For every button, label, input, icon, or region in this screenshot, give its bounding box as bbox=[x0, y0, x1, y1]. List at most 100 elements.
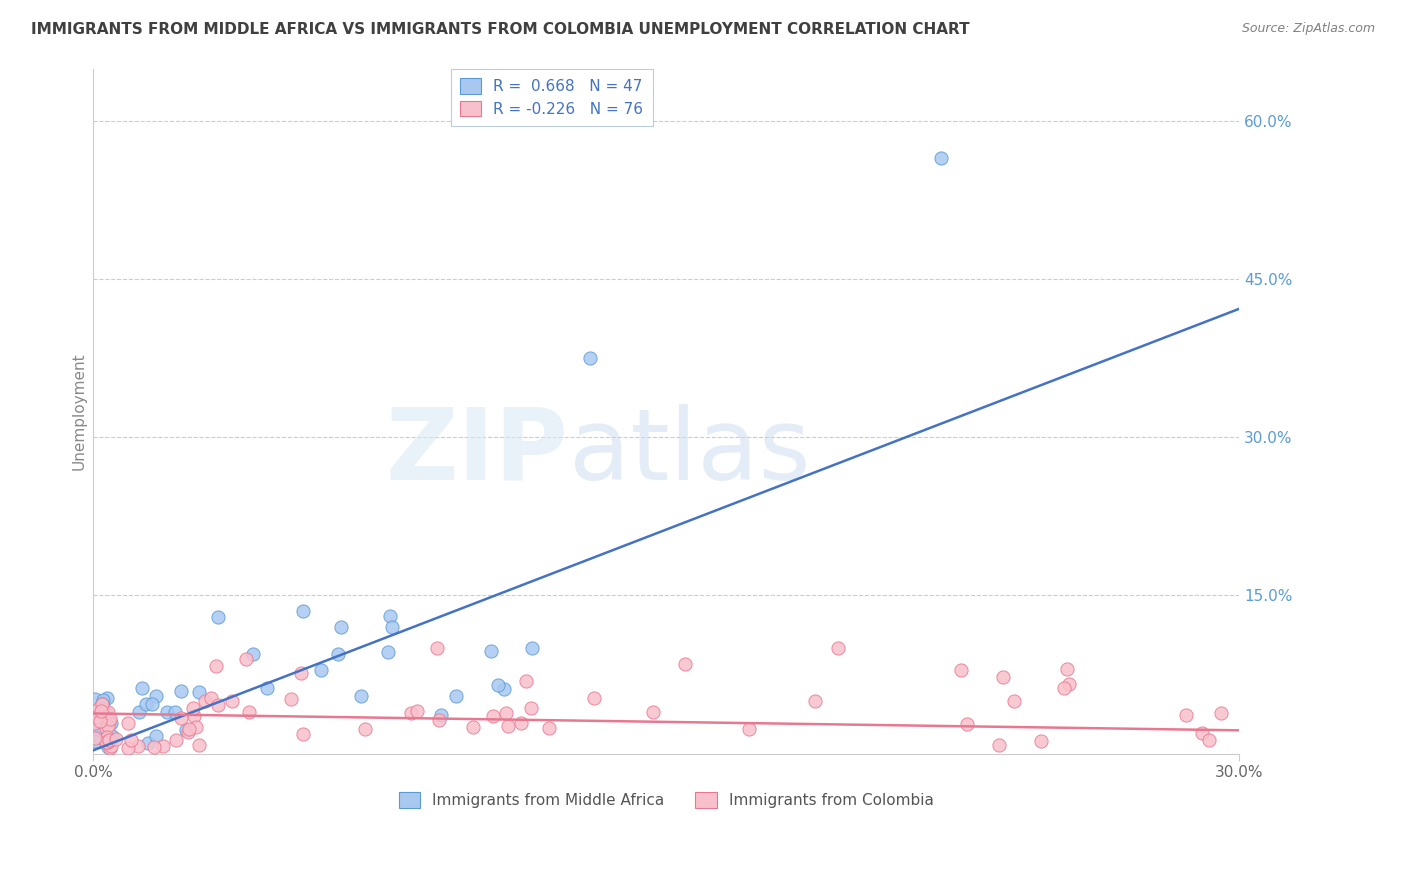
Point bbox=[242, 648, 264, 662]
Point bbox=[292, 727, 315, 741]
Point bbox=[429, 708, 451, 723]
Text: Source: ZipAtlas.com: Source: ZipAtlas.com bbox=[1241, 22, 1375, 36]
Point bbox=[93, 712, 115, 726]
Point bbox=[91, 702, 114, 716]
Point bbox=[100, 739, 122, 753]
Point bbox=[582, 690, 605, 705]
Point bbox=[381, 619, 404, 633]
Point bbox=[803, 694, 825, 708]
Point bbox=[522, 641, 544, 656]
Point bbox=[84, 710, 107, 724]
Point bbox=[170, 683, 193, 698]
Point bbox=[83, 715, 105, 730]
Point bbox=[200, 690, 222, 705]
Point bbox=[131, 681, 153, 696]
Point bbox=[90, 697, 112, 711]
Point bbox=[496, 718, 519, 732]
Point bbox=[89, 714, 111, 728]
Point bbox=[537, 721, 560, 735]
Point bbox=[174, 723, 197, 737]
Point bbox=[97, 739, 120, 754]
Text: IMMIGRANTS FROM MIDDLE AFRICA VS IMMIGRANTS FROM COLOMBIA UNEMPLOYMENT CORRELATI: IMMIGRANTS FROM MIDDLE AFRICA VS IMMIGRA… bbox=[31, 22, 970, 37]
Point bbox=[87, 722, 110, 736]
Point bbox=[165, 733, 187, 747]
Point bbox=[120, 732, 142, 747]
Point bbox=[1056, 662, 1078, 676]
Point bbox=[380, 608, 402, 623]
Point bbox=[427, 713, 450, 727]
Point bbox=[83, 692, 105, 706]
Point bbox=[492, 681, 515, 696]
Point bbox=[426, 641, 449, 656]
Point bbox=[170, 711, 193, 725]
Point bbox=[1198, 733, 1220, 747]
Point bbox=[1209, 706, 1232, 720]
Point bbox=[83, 731, 105, 745]
Point bbox=[280, 692, 302, 706]
Point bbox=[94, 721, 117, 735]
Point bbox=[97, 735, 120, 749]
Point bbox=[991, 670, 1014, 684]
Point bbox=[100, 716, 122, 731]
Point bbox=[194, 694, 217, 708]
Point bbox=[461, 720, 484, 734]
Point bbox=[509, 716, 531, 731]
Point bbox=[91, 693, 114, 707]
Point bbox=[479, 644, 502, 658]
Point bbox=[152, 739, 174, 754]
Point bbox=[444, 689, 467, 703]
Point bbox=[328, 647, 350, 661]
Point bbox=[1031, 734, 1053, 748]
Point bbox=[1175, 707, 1198, 722]
Point bbox=[97, 733, 120, 747]
Text: ZIP: ZIP bbox=[385, 403, 569, 500]
Point bbox=[292, 604, 315, 618]
Point bbox=[1002, 694, 1025, 708]
Legend: Immigrants from Middle Africa, Immigrants from Colombia: Immigrants from Middle Africa, Immigrant… bbox=[392, 786, 939, 814]
Point bbox=[117, 716, 139, 731]
Point bbox=[97, 713, 120, 727]
Point bbox=[128, 705, 150, 719]
Point bbox=[96, 731, 118, 745]
Point bbox=[86, 722, 108, 736]
Point bbox=[104, 731, 127, 746]
Point bbox=[207, 609, 229, 624]
Point bbox=[141, 698, 163, 712]
Point bbox=[495, 706, 517, 720]
Point bbox=[145, 689, 167, 703]
Point bbox=[97, 716, 120, 731]
Point bbox=[91, 697, 114, 711]
Point bbox=[177, 725, 200, 739]
Point bbox=[145, 729, 167, 743]
Point bbox=[91, 702, 114, 716]
Point bbox=[101, 729, 124, 743]
Text: atlas: atlas bbox=[569, 403, 810, 500]
Point bbox=[641, 705, 664, 719]
Point bbox=[515, 673, 537, 688]
Point bbox=[354, 723, 377, 737]
Point bbox=[188, 738, 211, 752]
Point bbox=[97, 705, 120, 719]
Point bbox=[187, 684, 209, 698]
Point bbox=[91, 706, 114, 721]
Point bbox=[127, 739, 149, 753]
Point bbox=[87, 714, 110, 728]
Point bbox=[83, 715, 105, 730]
Point bbox=[136, 736, 159, 750]
Point bbox=[256, 681, 278, 695]
Point bbox=[235, 651, 257, 665]
Point bbox=[90, 704, 112, 718]
Point bbox=[399, 706, 422, 720]
Point bbox=[207, 698, 229, 712]
Point bbox=[94, 735, 117, 749]
Point bbox=[738, 722, 761, 736]
Point bbox=[673, 657, 696, 671]
Point bbox=[98, 740, 121, 755]
Point bbox=[827, 641, 849, 656]
Point bbox=[98, 713, 121, 727]
Point bbox=[1057, 676, 1080, 690]
Point bbox=[406, 704, 429, 718]
Point bbox=[165, 706, 187, 720]
Point bbox=[309, 663, 332, 677]
Y-axis label: Unemployment: Unemployment bbox=[72, 352, 86, 470]
